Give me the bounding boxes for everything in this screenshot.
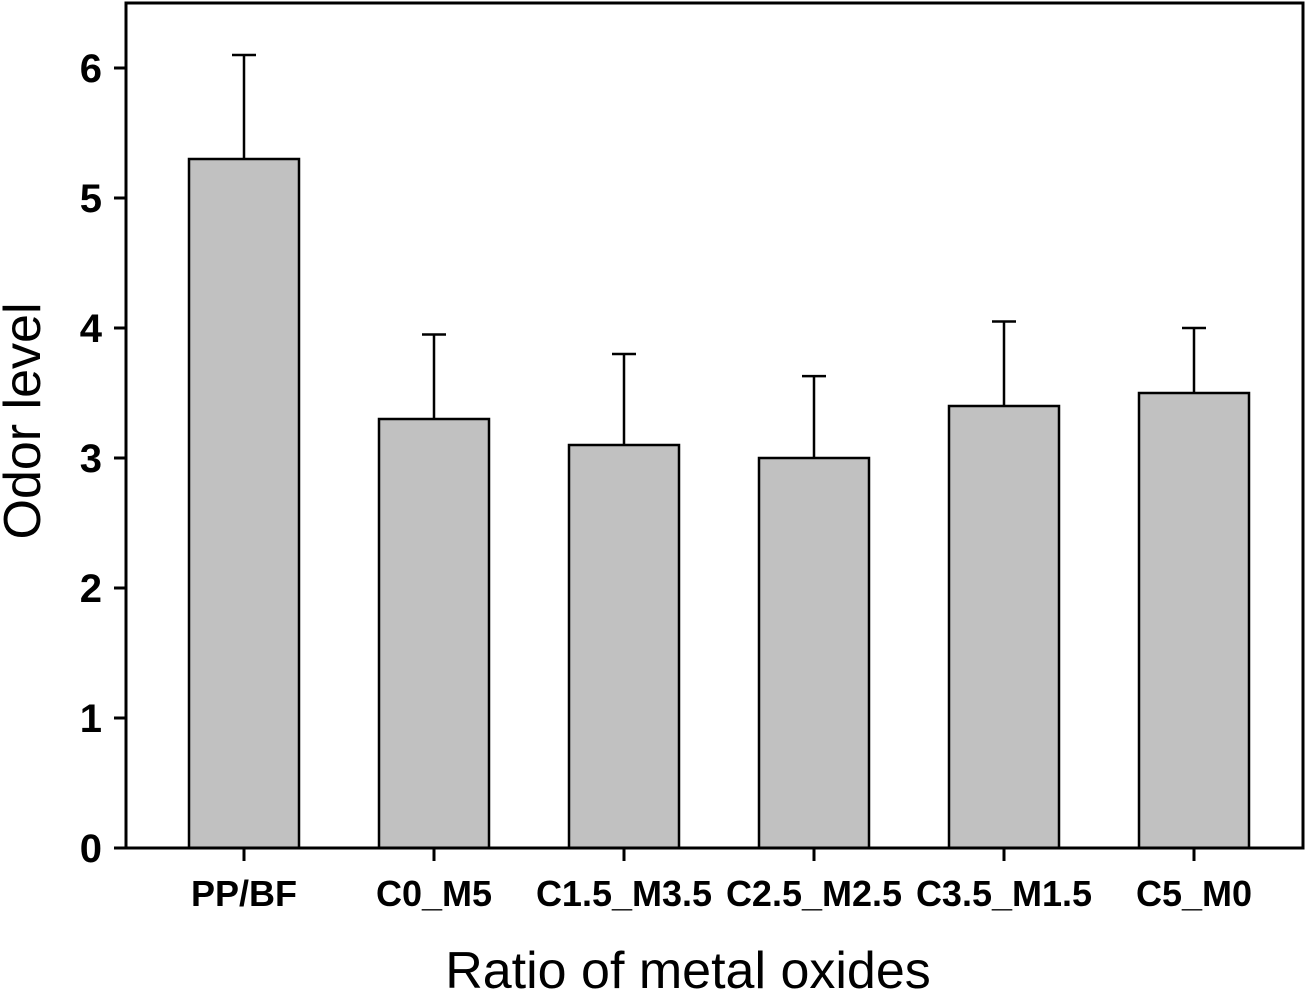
x-axis-title: Ratio of metal oxides [445, 942, 931, 992]
y-tick-label-1: 1 [80, 697, 102, 741]
x-tick-label-1: C0_M5 [376, 873, 492, 914]
bar-2 [567, 443, 681, 850]
y-axis-title: Odor level [0, 303, 52, 540]
bar-1 [377, 417, 491, 850]
x-tick-label-5: C5_M0 [1136, 873, 1252, 914]
y-tick-label-0: 0 [80, 827, 102, 871]
x-tick-label-0: PP/BF [191, 873, 297, 914]
y-tick-label-2: 2 [80, 567, 102, 611]
y-tick-label-6: 6 [80, 47, 102, 91]
bar-3 [757, 456, 871, 850]
x-tick-label-2: C1.5_M3.5 [536, 873, 712, 914]
y-tick-label-4: 4 [80, 307, 103, 351]
bar-0 [187, 157, 301, 850]
y-tick-label-5: 5 [80, 177, 102, 221]
plot-frame [124, 1, 1305, 850]
bar-4 [947, 404, 1061, 850]
x-tick-label-3: C2.5_M2.5 [726, 873, 902, 914]
x-tick-label-4: C3.5_M1.5 [916, 873, 1092, 914]
y-tick-label-3: 3 [80, 437, 102, 481]
bar-5 [1137, 391, 1251, 850]
